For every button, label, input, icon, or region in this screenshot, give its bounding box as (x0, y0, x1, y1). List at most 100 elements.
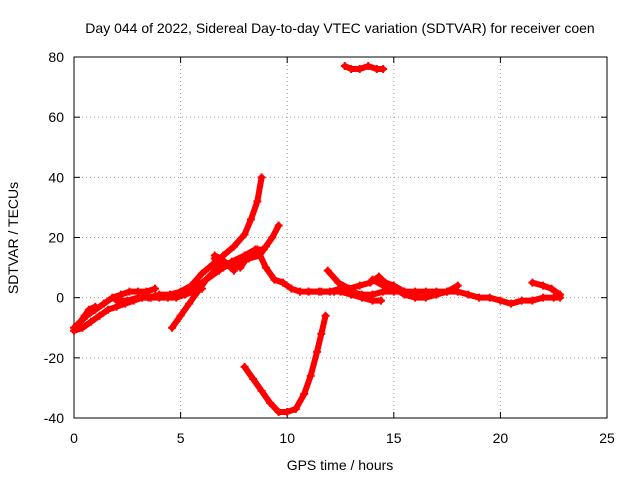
data-point (266, 398, 275, 407)
data-point (453, 281, 462, 290)
data-point (283, 407, 292, 416)
data-point (116, 290, 125, 299)
data-point (91, 302, 100, 311)
data-point (176, 290, 185, 299)
data-point (240, 230, 249, 239)
y-tick-label: 0 (56, 290, 64, 306)
data-point (464, 290, 473, 299)
data-point (270, 275, 279, 284)
data-point (355, 65, 364, 74)
series-track (241, 312, 329, 415)
data-point (528, 296, 537, 305)
data-point (208, 260, 217, 269)
data-point (496, 296, 505, 305)
data-point (253, 197, 262, 206)
data-point (357, 293, 366, 302)
data-point (229, 242, 238, 251)
x-tick-label: 10 (279, 430, 295, 446)
data-point (108, 293, 117, 302)
series-track-p (528, 278, 565, 299)
y-tick-label: -20 (44, 350, 64, 366)
data-point (176, 311, 185, 320)
data-point (133, 293, 142, 302)
data-point (78, 323, 87, 332)
x-axis-label: GPS time / hours (287, 457, 394, 473)
grid (74, 57, 607, 418)
data-point (295, 287, 304, 296)
data-point (306, 371, 315, 380)
y-tick-label: 80 (48, 49, 64, 65)
data-point (313, 347, 322, 356)
ticks: 0 5 10 15 20 25 -40 -20 0 20 40 60 80 (44, 49, 615, 446)
data-point (379, 281, 388, 290)
data-points (70, 62, 565, 416)
data-point (104, 305, 113, 314)
data-point (323, 266, 332, 275)
data-point (229, 266, 238, 275)
data-point (223, 260, 232, 269)
data-point (421, 293, 430, 302)
data-point (539, 281, 548, 290)
data-point (336, 287, 345, 296)
y-tick-label: 60 (48, 109, 64, 125)
data-point (304, 287, 313, 296)
series-track-k (340, 62, 388, 74)
y-tick-label: -40 (44, 410, 64, 426)
x-tick-label: 5 (177, 430, 185, 446)
data-point (377, 296, 386, 305)
data-point (261, 263, 270, 272)
data-point (155, 290, 164, 299)
x-tick-label: 20 (493, 430, 509, 446)
series-track-j (240, 311, 330, 416)
series-track-o (368, 275, 462, 302)
x-tick-label: 25 (599, 430, 615, 446)
data-point (315, 287, 324, 296)
data-point (389, 284, 398, 293)
data-point (364, 62, 373, 71)
plot-frame (73, 56, 608, 419)
data-point (334, 278, 343, 287)
data-point (528, 278, 537, 287)
data-point (165, 290, 174, 299)
data-point (236, 263, 245, 272)
data-point (168, 323, 177, 332)
data-point (325, 287, 334, 296)
data-point (443, 287, 452, 296)
data-point (374, 272, 383, 281)
series-track-i (210, 251, 238, 275)
data-point (539, 293, 548, 302)
y-tick-label: 40 (48, 169, 64, 185)
data-point (87, 317, 96, 326)
data-point (321, 311, 330, 320)
data-point (379, 65, 388, 74)
data-point (257, 173, 266, 182)
data-point (249, 374, 258, 383)
data-point (244, 251, 253, 260)
data-point (125, 287, 134, 296)
series-track-n (336, 287, 386, 305)
data-point (253, 245, 262, 254)
data-point (287, 284, 296, 293)
data-point (368, 296, 377, 305)
data-point (317, 329, 326, 338)
series-track (529, 279, 564, 298)
data-point (144, 293, 153, 302)
data-point (112, 296, 121, 305)
series-track (211, 252, 237, 274)
data-point (185, 299, 194, 308)
x-tick-label: 15 (386, 430, 402, 446)
data-point (340, 62, 349, 71)
data-point (151, 284, 160, 293)
data-point (142, 287, 151, 296)
data-point (274, 221, 283, 230)
x-tick-label: 0 (70, 430, 78, 446)
data-point (95, 311, 104, 320)
data-point (76, 317, 85, 326)
data-point (291, 404, 300, 413)
data-point (556, 290, 565, 299)
data-point (347, 290, 356, 299)
y-axis-label: SDTVAR / TECUs (5, 182, 21, 294)
data-point (368, 275, 377, 284)
data-point (240, 362, 249, 371)
